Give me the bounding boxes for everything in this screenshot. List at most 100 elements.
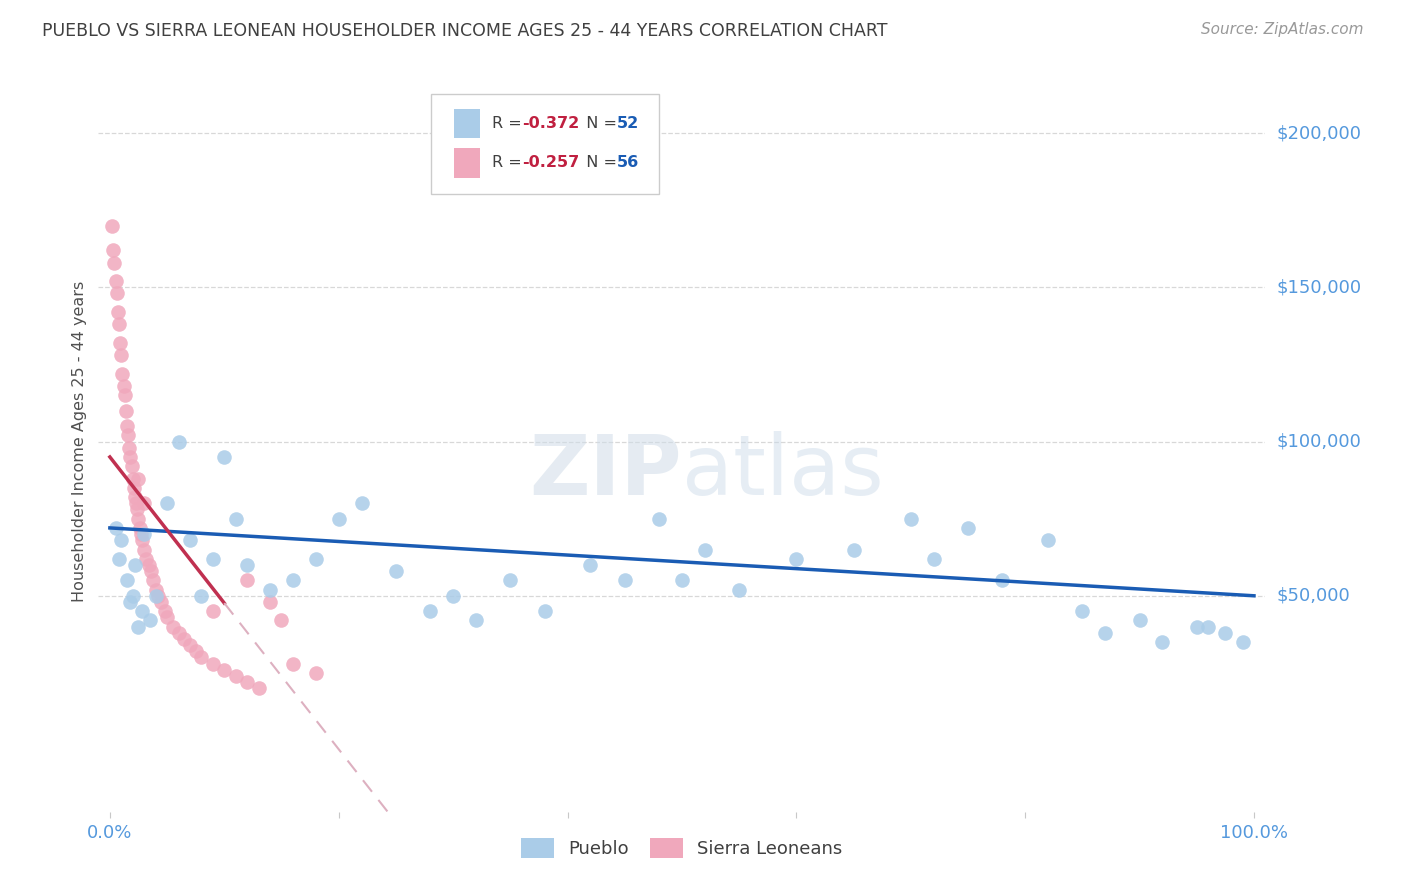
Point bbox=[101, 219, 124, 233]
Point bbox=[121, 589, 143, 603]
Point bbox=[103, 244, 125, 258]
Point bbox=[107, 305, 129, 319]
Point bbox=[120, 595, 142, 609]
Point bbox=[1128, 614, 1150, 628]
Point bbox=[533, 604, 555, 618]
Point bbox=[127, 502, 149, 516]
Point bbox=[139, 614, 162, 628]
Text: PUEBLO VS SIERRA LEONEAN HOUSEHOLDER INCOME AGES 25 - 44 YEARS CORRELATION CHART: PUEBLO VS SIERRA LEONEAN HOUSEHOLDER INC… bbox=[42, 22, 887, 40]
Point bbox=[1152, 635, 1174, 649]
Point bbox=[385, 564, 408, 578]
Text: 56: 56 bbox=[617, 155, 638, 169]
Point bbox=[103, 255, 125, 269]
Point bbox=[693, 542, 716, 557]
Point bbox=[225, 511, 247, 525]
Point bbox=[138, 558, 160, 572]
Point bbox=[121, 471, 143, 485]
Point bbox=[956, 521, 979, 535]
Point bbox=[122, 481, 145, 495]
FancyBboxPatch shape bbox=[454, 109, 479, 138]
Point bbox=[115, 419, 138, 434]
Text: -0.257: -0.257 bbox=[522, 155, 579, 169]
Point bbox=[121, 459, 143, 474]
Point bbox=[115, 403, 138, 417]
Point bbox=[127, 511, 149, 525]
Point bbox=[281, 574, 304, 588]
Point bbox=[112, 379, 135, 393]
Point bbox=[648, 511, 671, 525]
Text: R =: R = bbox=[492, 116, 527, 130]
Point bbox=[156, 610, 179, 624]
Point bbox=[350, 496, 373, 510]
Point bbox=[259, 595, 281, 609]
Point bbox=[127, 619, 149, 633]
Point bbox=[1036, 533, 1059, 548]
Point bbox=[1232, 635, 1254, 649]
Point bbox=[110, 533, 132, 548]
Point bbox=[190, 650, 212, 665]
Point bbox=[150, 595, 173, 609]
Text: Source: ZipAtlas.com: Source: ZipAtlas.com bbox=[1201, 22, 1364, 37]
Text: atlas: atlas bbox=[682, 431, 883, 512]
Point bbox=[167, 625, 190, 640]
Point bbox=[419, 604, 441, 618]
Point bbox=[142, 574, 165, 588]
Point bbox=[270, 614, 292, 628]
Point bbox=[728, 582, 751, 597]
Point bbox=[153, 604, 176, 618]
Point bbox=[281, 657, 304, 671]
Point bbox=[1215, 625, 1237, 640]
Y-axis label: Householder Income Ages 25 - 44 years: Householder Income Ages 25 - 44 years bbox=[72, 281, 87, 602]
Text: -0.372: -0.372 bbox=[522, 116, 579, 130]
Point bbox=[225, 669, 247, 683]
Point bbox=[118, 441, 141, 455]
Point bbox=[117, 428, 139, 442]
FancyBboxPatch shape bbox=[454, 148, 479, 178]
Point bbox=[120, 450, 142, 464]
Point bbox=[179, 533, 201, 548]
Point bbox=[671, 574, 693, 588]
Point bbox=[1185, 619, 1208, 633]
Point bbox=[305, 665, 328, 680]
Point bbox=[131, 533, 153, 548]
Text: ZIP: ZIP bbox=[530, 431, 682, 512]
Point bbox=[111, 367, 134, 381]
Point bbox=[179, 638, 201, 652]
Point bbox=[201, 604, 224, 618]
Point bbox=[104, 521, 127, 535]
Text: N =: N = bbox=[575, 155, 621, 169]
Point bbox=[236, 558, 259, 572]
Point bbox=[173, 632, 195, 646]
Point bbox=[124, 490, 146, 504]
Point bbox=[247, 681, 270, 696]
Point bbox=[236, 574, 259, 588]
Text: $150,000: $150,000 bbox=[1277, 278, 1361, 296]
Point bbox=[108, 318, 131, 332]
Point bbox=[108, 551, 131, 566]
Text: $200,000: $200,000 bbox=[1277, 124, 1361, 142]
Text: $50,000: $50,000 bbox=[1277, 587, 1350, 605]
Point bbox=[139, 564, 162, 578]
Text: R =: R = bbox=[492, 155, 527, 169]
Point bbox=[125, 496, 148, 510]
Point bbox=[214, 663, 236, 677]
Point bbox=[465, 614, 488, 628]
Text: N =: N = bbox=[575, 116, 621, 130]
Point bbox=[900, 511, 922, 525]
Point bbox=[613, 574, 636, 588]
Point bbox=[162, 619, 184, 633]
Point bbox=[259, 582, 281, 597]
Point bbox=[114, 388, 136, 402]
Point bbox=[201, 657, 224, 671]
Point bbox=[127, 471, 149, 485]
Point bbox=[131, 604, 153, 618]
Point bbox=[236, 675, 259, 690]
Point bbox=[124, 558, 146, 572]
Point bbox=[499, 574, 522, 588]
Point bbox=[146, 589, 169, 603]
Point bbox=[134, 542, 156, 557]
Point bbox=[108, 335, 131, 350]
Legend: Pueblo, Sierra Leoneans: Pueblo, Sierra Leoneans bbox=[515, 830, 849, 865]
Point bbox=[190, 589, 212, 603]
Text: $100,000: $100,000 bbox=[1277, 433, 1361, 450]
